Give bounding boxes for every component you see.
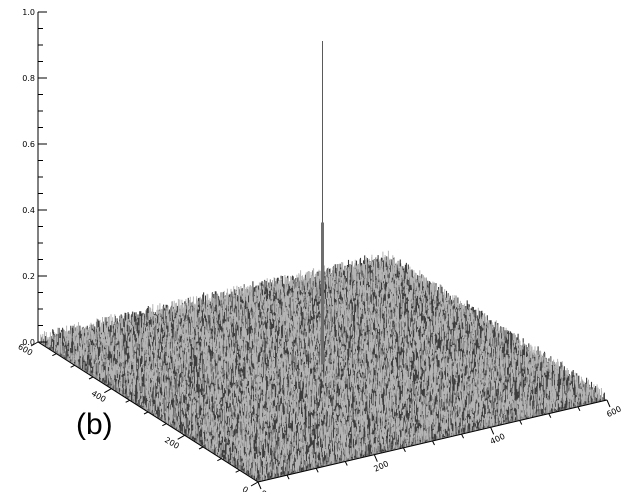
z-tick-label: 0.8 <box>22 74 35 83</box>
x-tick-label: 200 <box>372 459 390 474</box>
x-minor-tick <box>344 461 348 466</box>
y-tick-label: 400 <box>90 389 108 404</box>
y-minor-tick <box>217 458 222 462</box>
y-major-tick <box>177 434 185 440</box>
x-tick-label: 600 <box>605 404 623 419</box>
y-tick-label: 200 <box>163 435 181 450</box>
z-tick-label: 0.6 <box>22 140 35 149</box>
y-minor-tick <box>198 446 204 450</box>
y-minor-tick <box>52 353 57 357</box>
y-minor-tick <box>70 364 75 368</box>
y-major-tick <box>250 481 259 487</box>
z-tick-label: 1.0 <box>22 8 35 17</box>
y-minor-tick <box>143 411 149 415</box>
x-minor-tick <box>315 468 319 473</box>
x-major-tick <box>257 481 262 490</box>
y-minor-tick <box>162 423 167 427</box>
z-tick-label: 0.4 <box>22 206 35 215</box>
x-major-tick <box>490 427 495 435</box>
x-major-tick <box>373 454 378 462</box>
x-minor-tick <box>548 413 552 418</box>
noise-surface <box>38 250 607 482</box>
surface-texture-light <box>40 250 603 481</box>
x-minor-tick <box>402 447 406 453</box>
x-tick-label: 0 <box>261 489 269 492</box>
panel-label: (b) <box>76 408 113 441</box>
y-tick-label: 0 <box>241 485 250 492</box>
x-minor-tick <box>286 474 290 480</box>
y-major-tick <box>30 341 39 347</box>
y-minor-tick <box>235 469 240 473</box>
x-minor-tick <box>432 440 435 446</box>
x-major-tick <box>606 399 611 408</box>
x-minor-tick <box>461 433 465 439</box>
z-tick-label: 0.2 <box>22 272 35 281</box>
z-tick-label: 0.0 <box>22 338 35 347</box>
y-minor-tick <box>88 376 94 380</box>
y-major-tick <box>104 388 112 394</box>
x-minor-tick <box>577 406 581 412</box>
x-tick-label: 400 <box>489 432 507 447</box>
x-minor-tick <box>519 420 523 425</box>
y-minor-tick <box>125 399 130 403</box>
